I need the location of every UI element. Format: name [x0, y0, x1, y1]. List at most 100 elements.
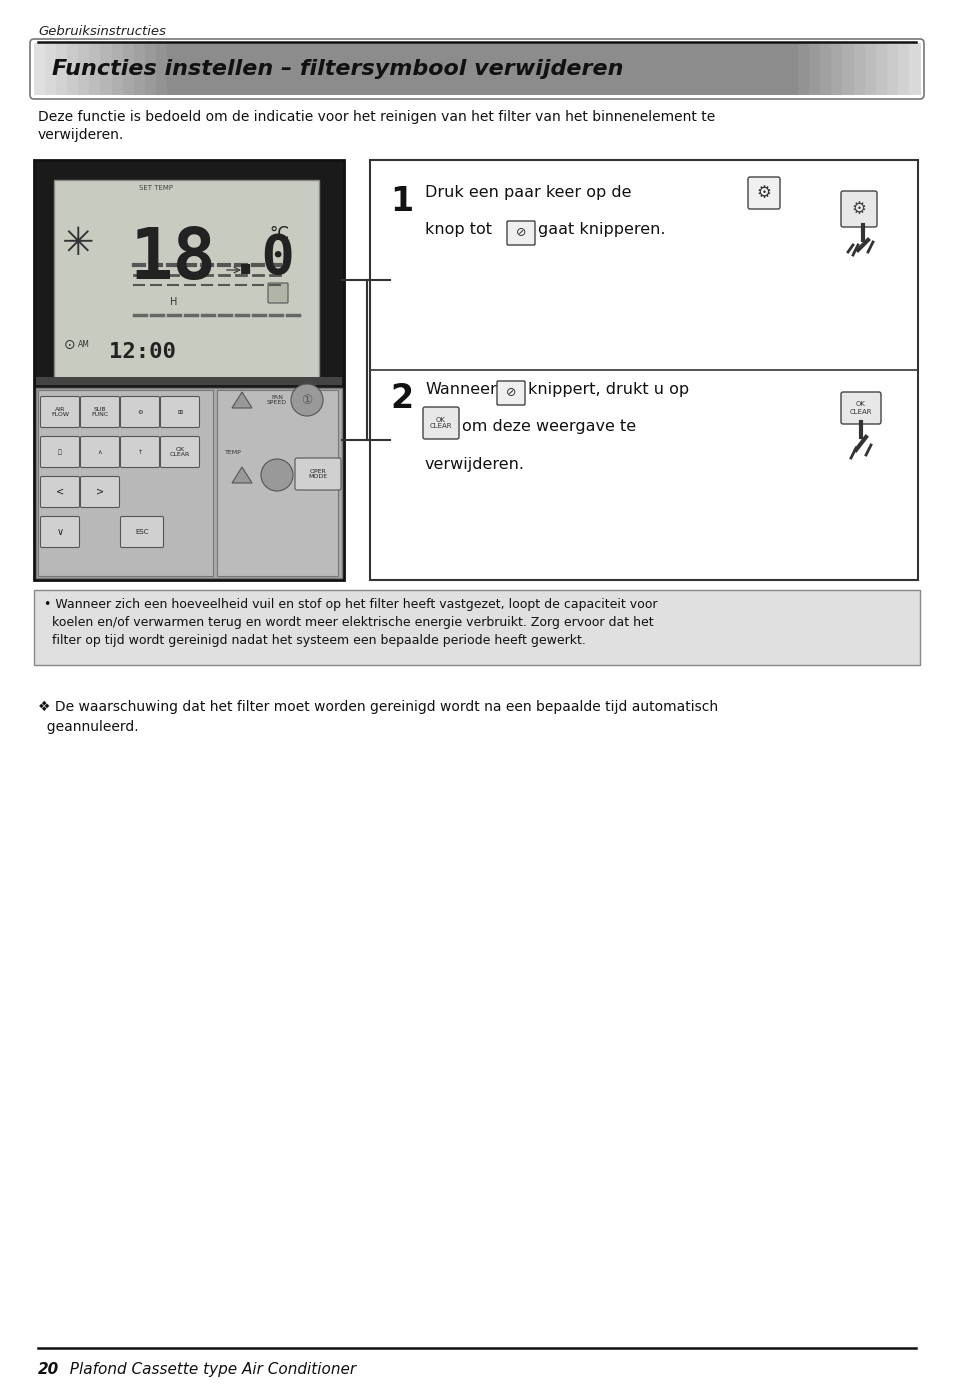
- Bar: [399, 43, 411, 95]
- FancyBboxPatch shape: [120, 396, 159, 427]
- Bar: [34, 43, 46, 95]
- Text: °C: °C: [269, 225, 289, 244]
- Text: <: <: [56, 487, 64, 497]
- Text: ⚙: ⚙: [851, 200, 865, 218]
- Text: geannuleerd.: geannuleerd.: [38, 720, 138, 734]
- Text: ∨: ∨: [56, 526, 64, 538]
- Bar: [167, 43, 179, 95]
- Bar: [764, 43, 776, 95]
- Bar: [775, 43, 787, 95]
- Text: ↑: ↑: [137, 449, 143, 455]
- Bar: [189, 43, 201, 95]
- Text: OK
CLEAR: OK CLEAR: [170, 447, 190, 458]
- Text: verwijderen.: verwijderen.: [424, 456, 524, 472]
- Bar: [38, 391, 213, 575]
- Bar: [289, 43, 300, 95]
- Bar: [216, 391, 337, 575]
- Text: koelen en/of verwarmen terug en wordt meer elektrische energie verbruikt. Zorg e: koelen en/of verwarmen terug en wordt me…: [44, 616, 653, 629]
- Text: OPER
MODE: OPER MODE: [308, 469, 327, 479]
- Bar: [830, 43, 842, 95]
- Bar: [266, 43, 278, 95]
- Bar: [277, 43, 290, 95]
- FancyBboxPatch shape: [497, 381, 524, 405]
- Bar: [841, 43, 854, 95]
- Bar: [133, 43, 146, 95]
- Text: ⊙: ⊙: [64, 337, 75, 351]
- Bar: [664, 43, 677, 95]
- Text: AIR
FLOW: AIR FLOW: [51, 406, 69, 417]
- Bar: [410, 43, 422, 95]
- Bar: [36, 377, 341, 385]
- Bar: [476, 43, 489, 95]
- FancyBboxPatch shape: [160, 396, 199, 427]
- FancyBboxPatch shape: [120, 437, 159, 468]
- Text: Wanneer: Wanneer: [424, 382, 497, 398]
- Text: OK
CLEAR: OK CLEAR: [849, 402, 871, 414]
- Bar: [34, 160, 344, 580]
- Bar: [853, 43, 864, 95]
- Text: verwijderen.: verwijderen.: [38, 127, 124, 141]
- Bar: [543, 43, 555, 95]
- Bar: [421, 43, 434, 95]
- Bar: [100, 43, 112, 95]
- Bar: [654, 43, 665, 95]
- Bar: [576, 43, 588, 95]
- FancyBboxPatch shape: [40, 476, 79, 508]
- Bar: [321, 43, 334, 95]
- Text: Druk een paar keer op de: Druk een paar keer op de: [424, 185, 631, 200]
- Bar: [56, 43, 69, 95]
- Bar: [233, 43, 245, 95]
- Text: 2: 2: [390, 382, 413, 414]
- Bar: [244, 43, 256, 95]
- Bar: [520, 43, 533, 95]
- Bar: [598, 43, 610, 95]
- Bar: [698, 43, 710, 95]
- Bar: [255, 43, 267, 95]
- Bar: [742, 43, 754, 95]
- Bar: [443, 43, 456, 95]
- FancyBboxPatch shape: [506, 221, 535, 245]
- Text: 1: 1: [390, 185, 413, 218]
- Bar: [786, 43, 799, 95]
- Bar: [532, 43, 544, 95]
- Bar: [455, 43, 466, 95]
- Bar: [90, 43, 101, 95]
- Bar: [34, 589, 919, 665]
- Bar: [642, 43, 655, 95]
- Polygon shape: [232, 392, 252, 407]
- Text: SET TEMP: SET TEMP: [139, 185, 172, 190]
- Text: H: H: [171, 297, 177, 307]
- FancyBboxPatch shape: [841, 190, 876, 227]
- Text: 20: 20: [38, 1362, 59, 1378]
- Text: 18: 18: [129, 225, 215, 294]
- Bar: [388, 43, 400, 95]
- Text: OK
CLEAR: OK CLEAR: [429, 417, 452, 430]
- Text: om deze weergave te: om deze weergave te: [461, 419, 636, 434]
- Bar: [355, 43, 367, 95]
- Bar: [123, 43, 134, 95]
- Bar: [676, 43, 688, 95]
- Text: ❖ De waarschuwing dat het filter moet worden gereinigd wordt na een bepaalde tij: ❖ De waarschuwing dat het filter moet wo…: [38, 700, 718, 714]
- Text: FAN
SPEED: FAN SPEED: [267, 395, 287, 406]
- Bar: [798, 43, 809, 95]
- Bar: [366, 43, 378, 95]
- FancyBboxPatch shape: [422, 407, 458, 440]
- FancyBboxPatch shape: [120, 517, 163, 547]
- FancyBboxPatch shape: [40, 517, 79, 547]
- Bar: [808, 43, 821, 95]
- Text: 12:00: 12:00: [109, 342, 175, 363]
- Circle shape: [261, 459, 293, 491]
- FancyBboxPatch shape: [80, 396, 119, 427]
- Bar: [333, 43, 345, 95]
- Bar: [498, 43, 511, 95]
- Text: ⏱: ⏱: [58, 449, 62, 455]
- Text: Gebruiksinstructies: Gebruiksinstructies: [38, 25, 166, 38]
- Bar: [687, 43, 699, 95]
- Bar: [311, 43, 323, 95]
- Bar: [112, 43, 124, 95]
- Bar: [155, 43, 168, 95]
- Circle shape: [291, 384, 323, 416]
- Bar: [78, 43, 91, 95]
- Text: ①: ①: [301, 393, 313, 406]
- FancyBboxPatch shape: [294, 458, 340, 490]
